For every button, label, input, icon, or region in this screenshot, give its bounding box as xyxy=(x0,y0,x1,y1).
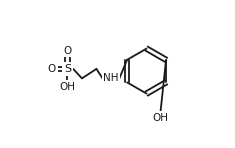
Text: OH: OH xyxy=(59,82,75,92)
Text: S: S xyxy=(64,64,71,74)
Text: NH: NH xyxy=(103,73,119,83)
Text: OH: OH xyxy=(152,113,168,123)
Text: O: O xyxy=(48,64,56,74)
Text: O: O xyxy=(63,46,71,56)
